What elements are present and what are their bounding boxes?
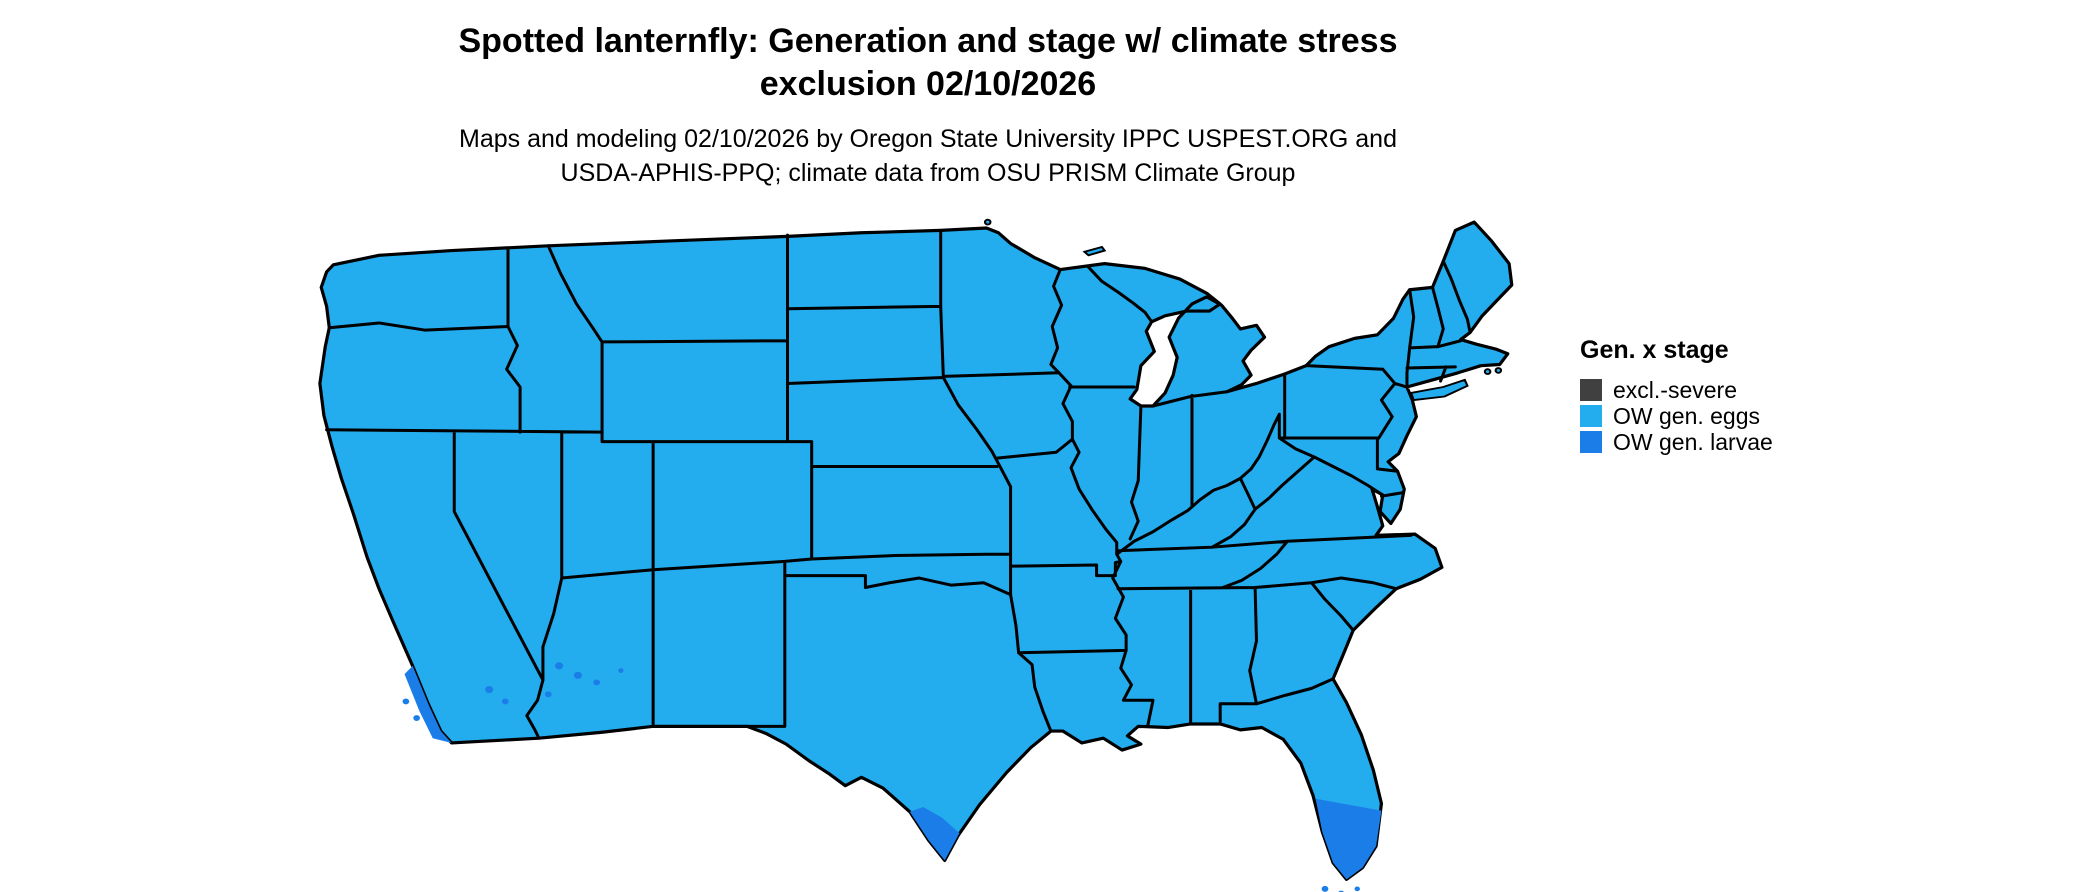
larvae-az-spot-2 [573,671,582,679]
subtitle-line-2: USDA-APHIS-PPQ; climate data from OSU PR… [560,159,1296,187]
larvae-ca-desert-2 [501,698,509,705]
long-island [1409,378,1469,402]
larvae-region-south-texas [909,807,960,861]
islands-eggs [983,218,1503,402]
larvae-regions [402,662,1382,892]
isle-royale [1082,245,1107,257]
larvae-region-south-florida [1315,798,1382,880]
legend: Gen. x stage excl.-severe OW gen. eggs O… [1580,336,1773,455]
legend-label-excl-severe: excl.-severe [1613,376,1737,403]
legend-swatch-excl-severe [1580,379,1602,401]
page-title: Spotted lanternfly: Generation and stage… [0,20,1856,106]
title-line-1: Spotted lanternfly: Generation and stage… [458,22,1398,60]
lake-of-the-woods-island [983,218,992,226]
legend-label-ow-gen-larvae: OW gen. larvae [1613,428,1773,455]
legend-swatch-ow-gen-eggs [1580,405,1602,427]
legend-item-ow-gen-eggs: OW gen. eggs [1580,403,1773,429]
legend-swatch-ow-gen-larvae [1580,431,1602,453]
larvae-keys-1 [1321,885,1329,892]
state-borders [327,230,1471,738]
larvae-az-spot-1 [555,662,564,670]
title-line-2: exclusion 02/10/2026 [759,65,1097,103]
larvae-ca-desert-1 [485,686,494,694]
larvae-az-spot-4 [618,668,624,673]
larvae-az-spot-3 [593,679,601,686]
larvae-az-spot-5 [544,691,552,698]
legend-item-excl-severe: excl.-severe [1580,377,1773,403]
cape-island-2 [1494,367,1503,374]
legend-label-ow-gen-eggs: OW gen. eggs [1613,402,1761,429]
subtitle: Maps and modeling 02/10/2026 by Oregon S… [0,122,1856,190]
larvae-keys-3 [1354,886,1360,892]
larvae-region-socal-coast [404,665,452,743]
cape-island-1 [1483,368,1492,375]
larvae-channel-island-1 [402,698,410,705]
conus-outline [320,222,1512,879]
subtitle-line-1: Maps and modeling 02/10/2026 by Oregon S… [459,125,1397,153]
larvae-channel-island-2 [413,715,420,721]
legend-title: Gen. x stage [1580,336,1729,364]
legend-item-ow-gen-larvae: OW gen. larvae [1580,429,1773,455]
us-map [250,218,1540,892]
